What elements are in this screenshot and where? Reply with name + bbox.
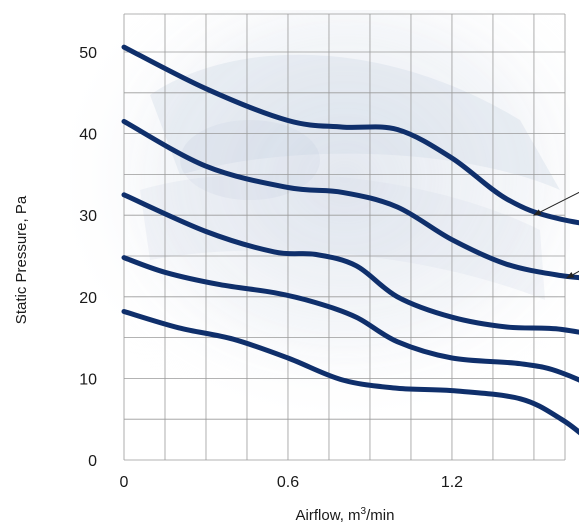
x-tick-label: 0 (120, 474, 129, 491)
curves (121, 44, 579, 436)
y-axis-title: Static Pressure, Pa (13, 195, 30, 324)
backdrop-fan-image (70, 10, 570, 430)
series-line-b40 (121, 118, 579, 281)
x-tick-label: 0.6 (277, 474, 299, 491)
grid (123, 13, 566, 461)
x-axis-title: Airflow, m3/min (296, 506, 395, 524)
series-line-b20 (121, 255, 579, 383)
callout-arrow-b50 (533, 191, 579, 216)
x-axis-ticks: 00.61.21.82.43.0 (120, 474, 464, 491)
y-axis-ticks: 0 10 20 30 40 50 (79, 45, 97, 470)
series-line-b30 (121, 192, 579, 335)
y-tick-label: 0 (88, 453, 97, 470)
y-tick-label: 20 (79, 290, 97, 307)
series-line-b50 (121, 44, 579, 226)
y-tick-label: 40 (79, 127, 97, 144)
x-tick-label: 1.2 (441, 474, 463, 491)
y-tick-label: 50 (79, 45, 97, 62)
y-tick-label: 10 (79, 371, 97, 388)
series-line-b10 (121, 309, 579, 436)
annotations: B50B40B30B20B10 (533, 191, 579, 279)
y-tick-label: 30 (79, 208, 97, 225)
